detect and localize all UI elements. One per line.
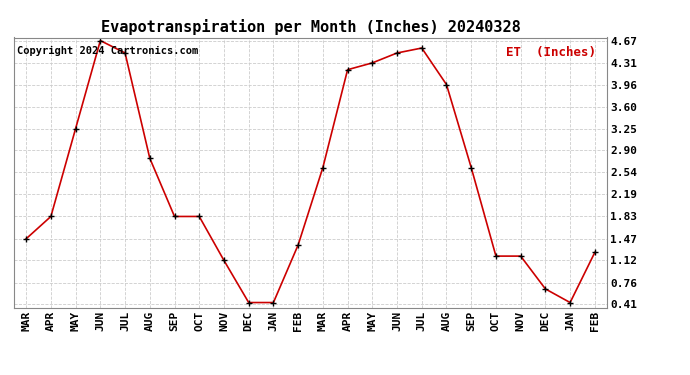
Text: ET  (Inches): ET (Inches) <box>506 46 596 58</box>
Title: Evapotranspiration per Month (Inches) 20240328: Evapotranspiration per Month (Inches) 20… <box>101 19 520 35</box>
Text: Copyright 2024 Cartronics.com: Copyright 2024 Cartronics.com <box>17 46 198 56</box>
